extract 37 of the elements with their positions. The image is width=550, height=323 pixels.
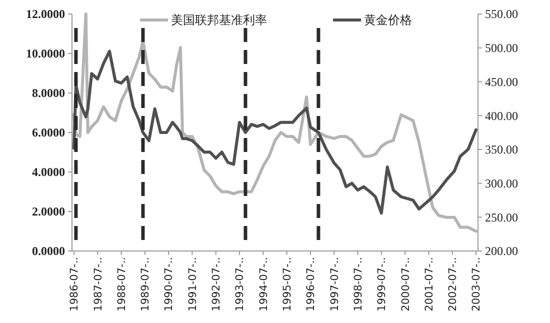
y2-tick-label: 350.00	[485, 142, 518, 157]
y2-tick-label: 500.00	[485, 41, 518, 56]
y2-tick-label: 450.00	[485, 74, 518, 89]
y-tick-label: 8.0000	[32, 86, 65, 100]
x-tick-label: 2000-07-..	[400, 257, 412, 312]
x-tick-label: 2001-07-..	[423, 257, 436, 312]
x-tick-label: 1994-07-..	[258, 257, 270, 312]
line-series	[72, 50, 478, 215]
x-tick-label: 1986-07-..	[68, 257, 81, 312]
x-tick-label: 1990-07-..	[163, 257, 176, 312]
y-tick-label: 10.0000	[26, 46, 65, 61]
y2-tick-label: 250.00	[485, 210, 518, 224]
y-tick-label: 4.0000	[32, 165, 65, 180]
x-tick-label: 1996-07-..	[305, 257, 318, 312]
legend-label: 美国联邦基准利率	[171, 13, 267, 28]
x-tick-label: 1999-07-..	[376, 257, 388, 312]
x-tick-label: 1991-07-..	[186, 257, 199, 312]
x-tick-label: 2002-07-..	[447, 257, 460, 312]
x-tick-label: 2003-07-..	[470, 257, 483, 312]
x-tick-label: 1998-07-..	[352, 257, 364, 312]
y2-tick-label: 550.00	[485, 7, 518, 22]
y-tick-label: 2.0000	[32, 204, 65, 219]
y2-tick-label: 200.00	[485, 244, 518, 258]
x-tick-label: 1995-07-..	[281, 257, 294, 312]
y-tick-label: 12.0000	[26, 7, 65, 22]
legend-label: 黄金价格	[364, 13, 412, 28]
y-tick-label: 6.0000	[32, 126, 65, 140]
x-tick-label: 1997-07-..	[328, 257, 341, 312]
y-tick-label: 0.0000	[32, 244, 65, 258]
x-tick-label: 1989-07-..	[140, 257, 152, 312]
x-tick-label: 1993-07-..	[234, 257, 246, 312]
line-series	[72, 12, 478, 233]
y2-tick-label: 400.00	[485, 108, 518, 123]
x-tick-label: 1988-07-..	[116, 257, 128, 312]
x-tick-label: 1987-07-..	[92, 257, 104, 312]
y2-tick-label: 300.00	[485, 176, 518, 190]
x-tick-label: 1992-07-..	[210, 257, 223, 312]
